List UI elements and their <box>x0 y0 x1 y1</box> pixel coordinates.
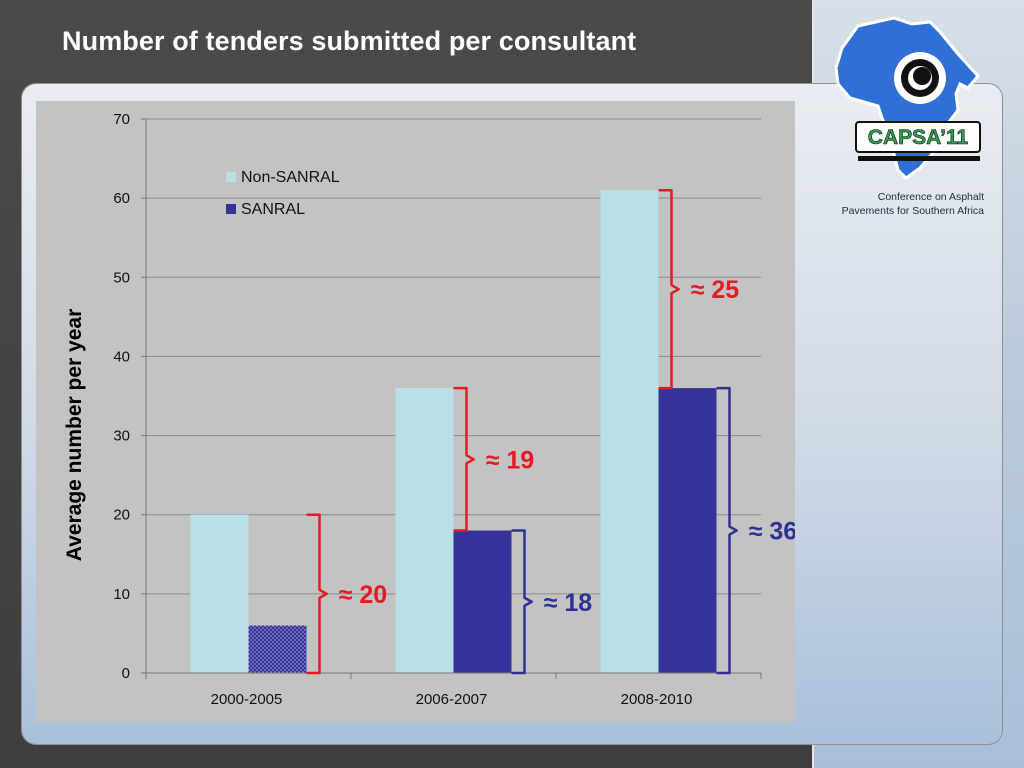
y-axis-label: Average number per year <box>63 309 86 562</box>
legend-swatch <box>226 204 236 214</box>
annotation-label: ≈ 36 <box>749 518 795 546</box>
annotation-brace <box>658 188 680 390</box>
y-tick-label: 30 <box>113 428 130 445</box>
bar-sanral-2006-2007 <box>453 530 512 673</box>
bar-chart: 0 10 20 30 40 50 60 70 2000-2005 2006-2007 2008-20… <box>63 111 795 708</box>
y-tick-label: 10 <box>113 586 130 603</box>
bar-non-sanral-2006-2007 <box>395 388 454 673</box>
y-tick-label: 60 <box>113 190 130 207</box>
y-tick-label: 0 <box>122 665 130 682</box>
y-tick-label: 70 <box>113 111 130 128</box>
legend-label: Non-SANRAL <box>241 169 340 186</box>
logo-text: CAPSA’11 <box>868 126 969 149</box>
annotation-label: ≈ 18 <box>544 589 593 617</box>
bar-non-sanral-2008-2010 <box>600 190 659 673</box>
annotation-brace <box>511 529 533 675</box>
x-tick-label: 2006-2007 <box>416 691 488 708</box>
logo-caption: Conference on Asphalt Pavements for Sout… <box>822 190 984 218</box>
annotation-label: ≈ 25 <box>691 276 740 304</box>
annotation-brace <box>716 386 738 675</box>
x-tick-label: 2000-2005 <box>211 691 283 708</box>
legend-swatch <box>226 172 236 182</box>
legend-label: SANRAL <box>241 201 305 218</box>
annotation-label: ≈ 19 <box>486 446 534 474</box>
y-tick-label: 40 <box>113 348 130 365</box>
annotation-brace <box>306 513 328 675</box>
logo-caption-line2: Pavements for Southern Africa <box>841 205 984 217</box>
y-tick-label: 20 <box>113 507 130 524</box>
x-tick-label: 2008-2010 <box>621 691 693 708</box>
logo-caption-line1: Conference on Asphalt <box>877 191 984 203</box>
capsa-logo-icon: CAPSA’11 <box>834 16 981 180</box>
bar-sanral-2008-2010 <box>658 388 717 673</box>
bar-sanral-2000-2005 <box>248 625 307 673</box>
annotation-brace <box>453 386 475 532</box>
y-tick-label: 50 <box>113 269 130 286</box>
bar-non-sanral-2000-2005 <box>190 514 249 673</box>
annotation-label: ≈ 20 <box>339 581 387 609</box>
slide-title: Number of tenders submitted per consulta… <box>62 26 637 56</box>
